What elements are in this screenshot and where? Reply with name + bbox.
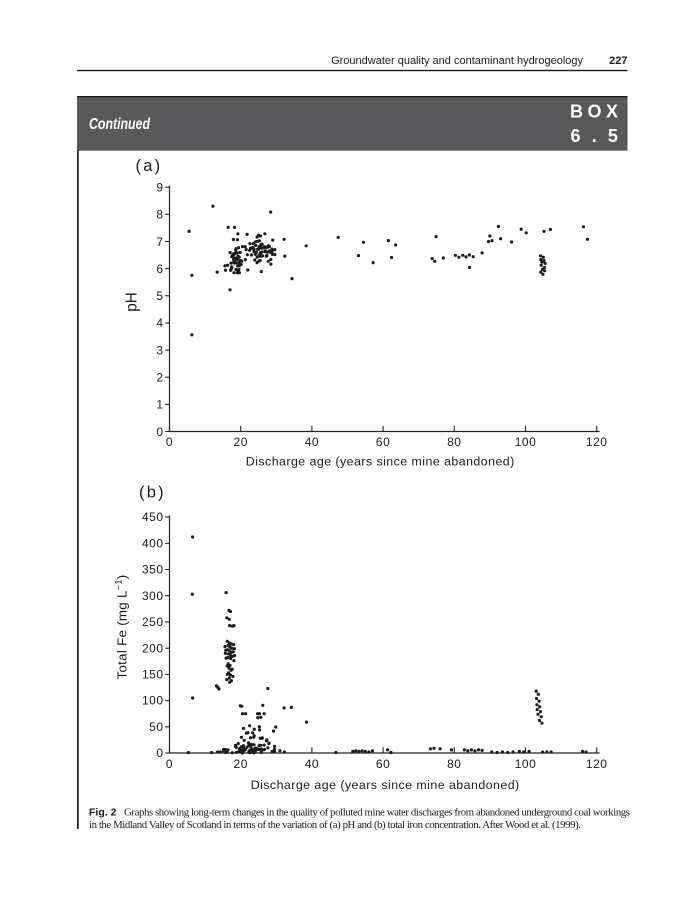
svg-text:227: 227 [609, 55, 627, 67]
svg-text:100: 100 [515, 435, 537, 449]
svg-text:Discharge age (years since min: Discharge age (years since mine abandone… [251, 778, 520, 792]
svg-text:40: 40 [305, 435, 319, 449]
svg-text:150: 150 [142, 668, 164, 682]
svg-text:(b): (b) [139, 484, 166, 502]
svg-text:4: 4 [156, 316, 163, 330]
svg-text:8: 8 [156, 208, 163, 222]
svg-text:350: 350 [142, 563, 164, 577]
svg-text:0: 0 [156, 746, 163, 760]
svg-text:9: 9 [156, 181, 163, 195]
svg-text:60: 60 [376, 435, 390, 449]
svg-text:400: 400 [142, 536, 164, 550]
svg-text:5: 5 [156, 289, 163, 303]
svg-text:(a): (a) [136, 157, 163, 175]
svg-text:300: 300 [142, 589, 164, 603]
svg-text:7: 7 [156, 235, 163, 249]
svg-text:50: 50 [149, 720, 163, 734]
svg-text:60: 60 [376, 757, 390, 771]
svg-text:0: 0 [156, 425, 163, 439]
svg-text:80: 80 [447, 435, 461, 449]
svg-text:Groundwater quality and contam: Groundwater quality and contaminant hydr… [331, 55, 583, 67]
svg-text:2: 2 [156, 371, 163, 385]
svg-text:120: 120 [586, 757, 608, 771]
svg-text:120: 120 [586, 435, 608, 449]
svg-text:Total Fe (mg L−1): Total Fe (mg L−1) [114, 575, 130, 680]
svg-text:6: 6 [156, 262, 163, 276]
svg-text:Discharge age (years since min: Discharge age (years since mine abandone… [246, 455, 515, 469]
svg-text:3: 3 [156, 343, 163, 357]
svg-text:BOX: BOX [570, 102, 623, 122]
svg-text:Continued: Continued [89, 116, 150, 133]
svg-text:200: 200 [142, 641, 164, 655]
svg-text:450: 450 [142, 510, 164, 524]
svg-text:100: 100 [515, 757, 537, 771]
svg-text:1: 1 [156, 398, 163, 412]
svg-text:250: 250 [142, 615, 164, 629]
svg-text:Fig. 2: Fig. 2 [89, 807, 117, 819]
svg-text:40: 40 [305, 757, 319, 771]
svg-text:20: 20 [234, 757, 248, 771]
svg-text:6 . 5: 6 . 5 [571, 126, 622, 146]
svg-text:Graphs showing long-term chang: Graphs showing long-term changes in the … [124, 807, 630, 819]
svg-text:pH: pH [124, 292, 141, 312]
svg-text:0: 0 [166, 435, 173, 449]
svg-text:80: 80 [447, 757, 461, 771]
svg-text:0: 0 [166, 757, 173, 771]
svg-text:100: 100 [142, 694, 164, 708]
svg-text:in the Midland Valley of Scotl: in the Midland Valley of Scotland in ter… [89, 819, 581, 831]
svg-text:20: 20 [234, 435, 248, 449]
